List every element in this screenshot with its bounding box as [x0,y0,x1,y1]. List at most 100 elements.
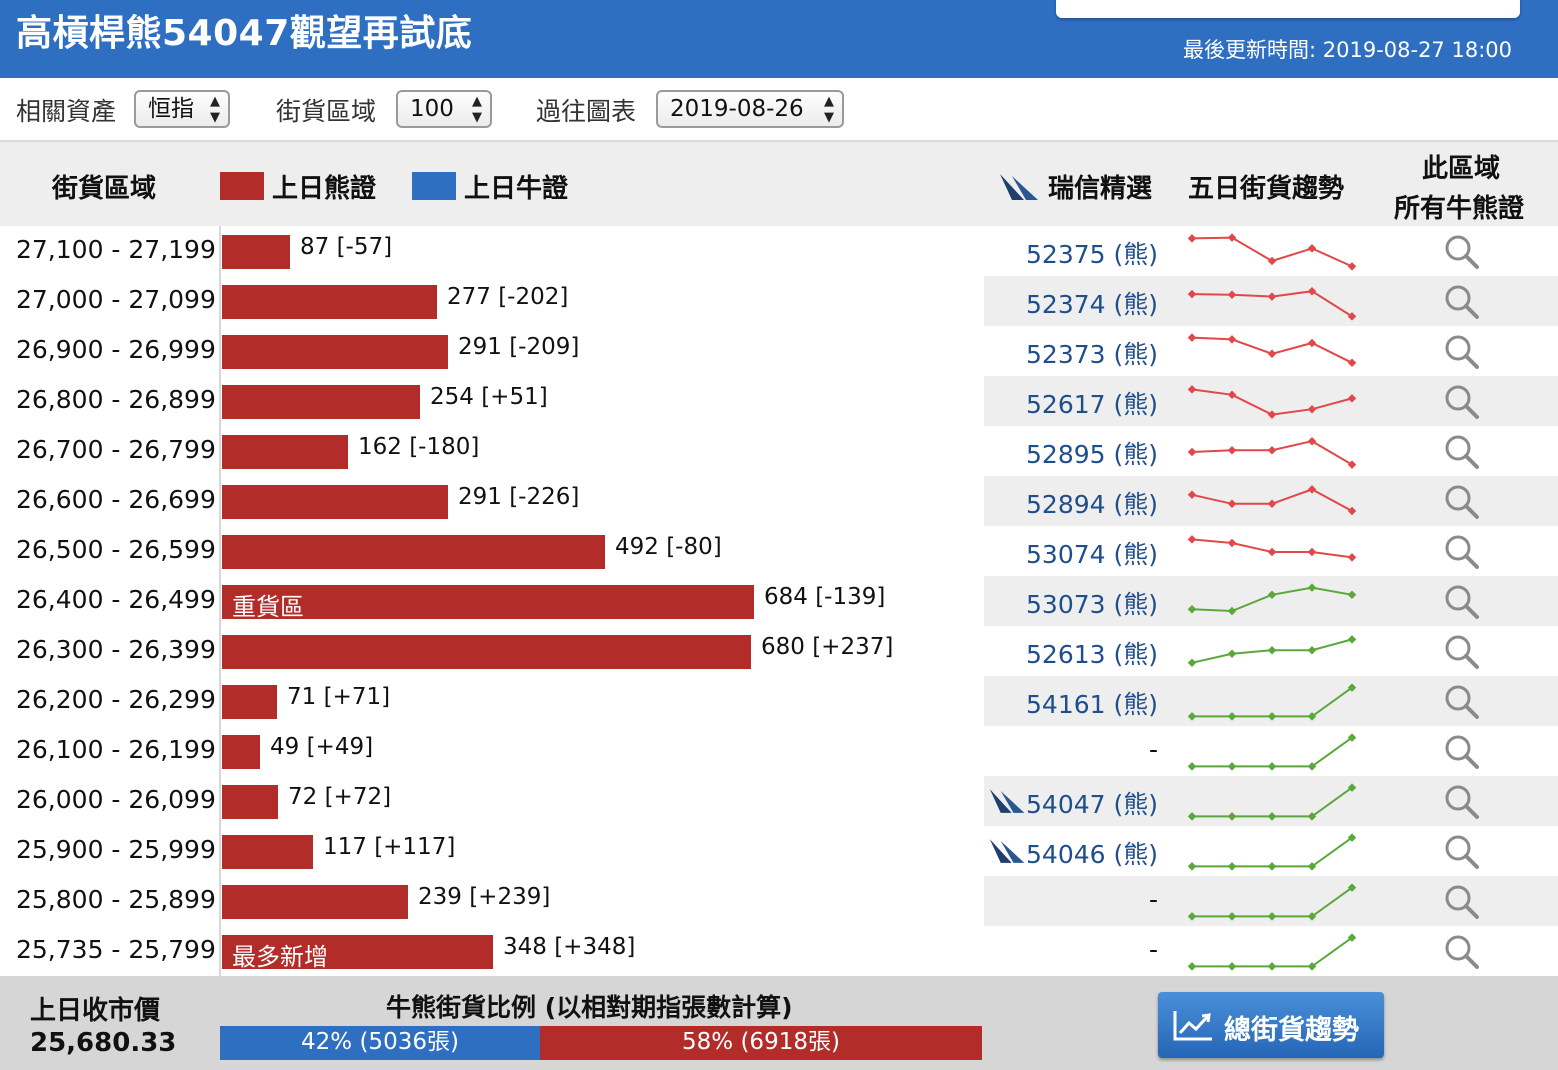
pick-warrant-link[interactable]: 54046 (熊) [1026,840,1158,869]
pick-warrant-link[interactable]: 52613 (熊) [1026,640,1158,669]
zone-range: 25,800 - 25,899 [16,885,216,914]
search-icon[interactable] [1442,382,1482,422]
sparkline-point [1307,583,1317,592]
sparkline-point [1307,645,1317,655]
sparkline-point [1227,335,1237,344]
search-icon[interactable] [1442,232,1482,272]
bear-volume-bar[interactable]: 重貨區 [222,585,754,621]
zone-row: 26,900 - 26,999 291 [-209] 52373 (熊) [0,326,1558,376]
sparkline-point [1267,410,1277,419]
five-day-trend-sparkline [1187,683,1357,721]
zone-range: 27,100 - 27,199 [16,235,216,264]
bear-volume-bar[interactable] [222,535,605,569]
sparkline-point [1187,289,1197,299]
pick-warrant-link[interactable]: 52373 (熊) [1026,340,1158,369]
five-day-trend-sparkline [1187,535,1357,562]
sparkline-point [1267,712,1277,721]
bear-volume-bar[interactable] [222,835,313,869]
search-icon[interactable] [1442,782,1482,822]
bear-volume-bar[interactable] [222,285,437,319]
five-day-trend-sparkline [1187,583,1357,616]
sparkline-point [1227,712,1237,721]
zone-range: 25,735 - 25,799 [16,935,216,964]
sparkline-point [1267,499,1277,509]
all-column-header-line1: 此區域 [1422,154,1501,184]
history-label: 過往圖表 [536,97,637,126]
bar-value-label: 49 [+49] [270,734,374,760]
pick-warrant-link[interactable]: 52894 (熊) [1026,490,1158,519]
sparkline-point [1227,499,1237,509]
ratio-title: 牛熊街貨比例 (以相對期指張數計算) [386,993,793,1022]
search-icon[interactable] [1442,832,1482,872]
asset-select[interactable]: 恒指 ▲ ▼ [134,90,230,128]
sparkline-point [1267,445,1277,455]
zone-range: 26,400 - 26,499 [16,585,216,614]
table-header: 街貨區域 上日熊證 上日牛證 瑞信精選 五日街貨趨勢 此區域 所有牛熊證 [0,142,1558,226]
pick-warrant-link[interactable]: 54047 (熊) [1026,790,1158,819]
zone-range: 26,000 - 26,099 [16,785,216,814]
ratio-bar: 42% (5036張) 58% (6918張) [220,1026,982,1060]
zone-range: 25,900 - 25,999 [16,835,216,864]
sparkline-point [1227,390,1237,400]
history-select[interactable]: 2019-08-26 ▲ ▼ [656,90,844,128]
search-icon[interactable] [1442,282,1482,322]
zone-range: 26,600 - 26,699 [16,485,216,514]
zone-select[interactable]: 100 ▲ ▼ [396,90,492,128]
search-icon[interactable] [1442,582,1482,622]
search-icon[interactable] [1442,482,1482,522]
zone-range: 26,200 - 26,299 [16,685,216,714]
history-select-value: 2019-08-26 [670,96,804,122]
search-icon[interactable] [1442,632,1482,672]
search-icon[interactable] [1442,332,1482,372]
sparkline-point [1187,385,1197,394]
bar-value-label: 492 [-80] [615,534,722,560]
search-icon[interactable] [1442,882,1482,922]
bear-legend-label: 上日熊證 [272,174,377,204]
bear-volume-bar[interactable] [222,885,408,919]
bear-volume-bar[interactable] [222,485,448,519]
bear-volume-bar[interactable] [222,735,260,769]
five-day-trend-sparkline [1187,233,1357,271]
bear-volume-bar[interactable] [222,335,448,369]
search-icon[interactable] [1442,932,1482,972]
bar-tag: 最多新增 [232,943,328,971]
pick-warrant-link[interactable]: 53073 (熊) [1026,590,1158,619]
pick-warrant-link[interactable]: 53074 (熊) [1026,540,1158,569]
bear-volume-bar[interactable] [222,385,420,419]
axis-divider [219,226,221,976]
sparkline-point [1187,658,1197,668]
bear-volume-bar[interactable] [222,435,348,469]
five-day-trend-sparkline [1187,783,1357,821]
search-box[interactable] [1056,0,1520,18]
pick-warrant-link[interactable]: 54161 (熊) [1026,690,1158,719]
five-day-trend-sparkline [1187,436,1357,469]
last-updated: 最後更新時間: 2019-08-27 18:00 [1183,38,1512,62]
sparkline-point [1347,553,1357,562]
bear-volume-bar[interactable] [222,235,290,269]
search-icon[interactable] [1442,682,1482,722]
search-icon[interactable] [1442,732,1482,772]
bar-value-label: 162 [-180] [358,434,480,460]
total-trend-button[interactable]: 總街貨趨勢 [1158,992,1384,1058]
sparkline-point [1267,645,1277,655]
search-icon[interactable] [1442,432,1482,472]
search-icon[interactable] [1442,532,1482,572]
zone-range: 26,300 - 26,399 [16,635,216,664]
bull-legend-swatch [412,172,456,200]
bear-volume-bar[interactable]: 最多新增 [222,935,493,971]
bear-volume-bar[interactable] [222,685,277,719]
sparkline-point [1187,535,1197,544]
sparkline-path [1192,936,1353,968]
bear-legend-swatch [220,172,264,200]
sparkline-point [1307,338,1317,348]
pick-warrant-link[interactable]: 52617 (熊) [1026,390,1158,419]
pick-warrant-link[interactable]: 52375 (熊) [1026,240,1158,269]
sparkline-point [1187,333,1197,342]
pick-warrant-link[interactable]: 52374 (熊) [1026,290,1158,319]
five-day-trend-sparkline [1187,286,1357,321]
bear-volume-bar[interactable] [222,785,278,819]
sparkline-point [1267,812,1277,821]
sparkline-point [1267,547,1277,557]
bear-volume-bar[interactable] [222,635,751,669]
pick-warrant-link[interactable]: 52895 (熊) [1026,440,1158,469]
